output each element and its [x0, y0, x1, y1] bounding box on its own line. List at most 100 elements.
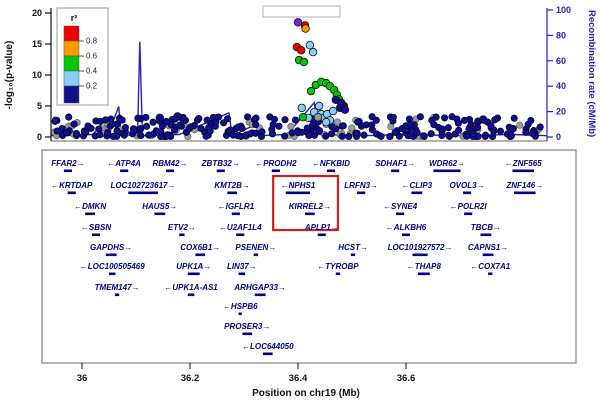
gene-exon-bar — [402, 233, 411, 237]
left-axis-tick-label: 10 — [32, 70, 42, 80]
background-point — [84, 122, 92, 130]
background-point — [368, 121, 376, 129]
background-point — [416, 113, 424, 121]
background-point — [354, 118, 362, 126]
gene-exon-bar — [187, 293, 195, 297]
background-point — [118, 116, 126, 124]
gene-label: ←KRTDAP — [51, 181, 93, 190]
background-point — [469, 129, 477, 137]
association-point — [313, 112, 323, 122]
background-point — [427, 130, 435, 138]
background-point — [507, 132, 515, 140]
background-point — [288, 129, 296, 137]
gene-label: OVOL3→ — [449, 181, 484, 190]
legend-swatch — [63, 85, 80, 104]
background-point — [157, 128, 165, 136]
gene-label: KIRREL2→ — [289, 202, 331, 211]
gene-label: ←LOC644050 — [242, 342, 294, 351]
gene-exon-bar — [231, 212, 240, 216]
gene-label: GAPDHS→ — [90, 243, 132, 252]
gene-exon-bar — [238, 272, 246, 276]
association-point — [299, 57, 309, 67]
background-point-gray — [516, 121, 524, 129]
background-point — [303, 124, 311, 132]
gene-exon-bar — [391, 169, 400, 173]
background-point — [522, 128, 530, 136]
gene-label: ←LOC100505469 — [80, 262, 145, 271]
gene-exon-bar — [463, 191, 472, 195]
background-point — [109, 132, 117, 140]
gene-exon-bar — [120, 169, 129, 173]
gene-label: ←U2AF1L4 — [219, 223, 262, 232]
left-axis-tick-label: 15 — [32, 39, 42, 49]
background-point — [96, 131, 104, 139]
association-point — [314, 101, 324, 111]
gene-label: HCST→ — [338, 243, 368, 252]
left-axis-tick-label: 5 — [37, 101, 42, 111]
background-point — [176, 121, 184, 129]
annotation-box — [262, 5, 341, 18]
background-point-gray — [287, 122, 295, 131]
background-point — [205, 124, 213, 132]
background-point — [130, 127, 138, 135]
background-point — [51, 117, 59, 125]
gene-exon-bar — [114, 293, 120, 297]
y-axis-label-left: -log₁₀(p-value) — [4, 41, 15, 110]
association-panel: 0 5 10 15 20 0 20 40 60 80 100 0.8 0.6 0.4 0.2 — [32, 5, 571, 142]
gene-label: LOC101927572→ — [388, 243, 453, 252]
x-axis-tick-label: 36.4 — [289, 373, 308, 384]
gene-exon-bar — [514, 191, 536, 195]
background-point — [454, 119, 462, 127]
gene-exon-bar — [411, 191, 423, 195]
gene-label: PROSER3→ — [224, 322, 270, 331]
background-point — [481, 131, 490, 139]
background-point — [108, 120, 116, 128]
background-point — [455, 126, 463, 134]
background-point — [149, 118, 157, 126]
gene-exon-bar — [433, 169, 461, 173]
gene-label: ←SBSN — [81, 223, 111, 232]
gene-exon-bar — [105, 253, 117, 257]
background-point — [316, 127, 324, 135]
x-axis-tick-label: 36.2 — [181, 373, 200, 384]
right-axis-tick-label: 20 — [556, 107, 566, 117]
legend-swatch — [63, 40, 80, 57]
legend-tick-label: 0.4 — [86, 67, 98, 76]
gene-exon-bar — [488, 272, 493, 276]
background-point — [268, 125, 276, 134]
gene-label: ←IGFLR1 — [218, 202, 255, 211]
gene-exon-bar — [285, 191, 311, 195]
gene-label: UPK1A→ — [176, 262, 211, 271]
association-point — [301, 24, 310, 33]
gene-exon-bar — [464, 212, 473, 216]
association-point — [340, 105, 350, 114]
gene-label: TMEM147→ — [95, 283, 140, 292]
background-point — [137, 125, 145, 133]
background-point — [72, 129, 81, 138]
background-point — [244, 113, 252, 121]
background-point — [444, 124, 452, 132]
background-point — [332, 125, 340, 133]
gene-exon-bar — [238, 312, 242, 316]
background-point — [143, 122, 151, 130]
gene-label: FFAR2→ — [51, 159, 84, 168]
gene-label: CAPNS1→ — [468, 243, 508, 252]
gene-label: ←UPK1A-AS1 — [164, 283, 218, 292]
legend-swatch — [63, 70, 80, 87]
background-point — [491, 116, 499, 124]
gene-panel-border — [41, 149, 577, 364]
background-point — [389, 113, 397, 121]
gene-label: SDHAF1→ — [375, 159, 415, 168]
gene-exon-bar — [480, 233, 492, 237]
background-point — [121, 123, 129, 132]
gene-exon-bar — [227, 191, 237, 195]
gene-exon-bar — [67, 191, 76, 195]
association-point — [155, 113, 164, 122]
gene-label: LOC102723617→ — [111, 181, 176, 190]
gene-label: ←COX7A1 — [470, 262, 511, 271]
gene-exon-bar — [63, 169, 72, 173]
background-point — [134, 114, 142, 122]
gene-exon-bar — [335, 272, 341, 276]
right-axis-tick-label: 100 — [556, 5, 571, 15]
